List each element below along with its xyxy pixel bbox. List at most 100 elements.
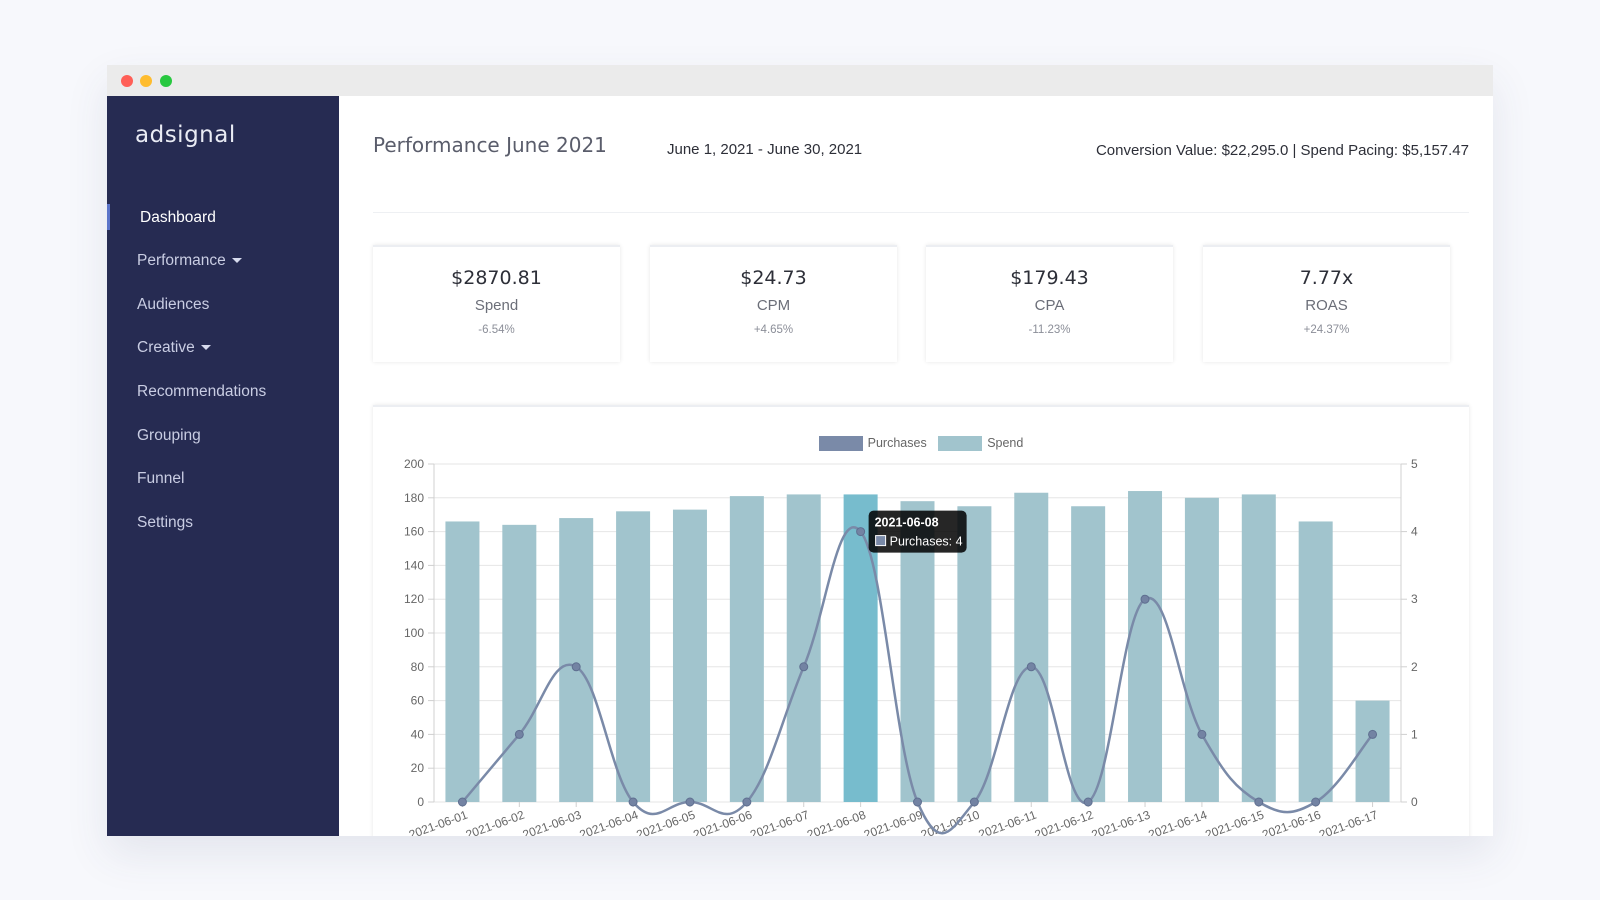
kpi-label: ROAS (1305, 297, 1348, 314)
spend-bar[interactable] (1298, 521, 1333, 802)
spend-bar[interactable] (1184, 497, 1219, 802)
caret-down-icon (200, 345, 211, 351)
y-left-tick-label: 80 (411, 660, 425, 674)
spend-bar[interactable] (616, 511, 651, 802)
performance-chart-card: Purchases Spend 0 20 40 60 80 100 120 140 160 180… (373, 405, 1469, 836)
y-left-tick-label: 120 (404, 592, 424, 606)
y-right-tick-label: 4 (1411, 525, 1418, 539)
sidebar-item-grouping[interactable]: Grouping (137, 427, 201, 445)
spend-bar[interactable] (1014, 492, 1049, 802)
kpi-label: CPA (1034, 297, 1065, 314)
sidebar-item-label: Settings (137, 514, 194, 531)
sidebar-item-performance[interactable]: Performance (137, 252, 242, 270)
purchases-point[interactable] (1026, 662, 1036, 672)
active-indicator (107, 204, 110, 230)
spend-bar[interactable] (729, 496, 764, 802)
y-left-tick-label: 60 (411, 694, 425, 708)
purchases-point[interactable] (1140, 594, 1150, 604)
sidebar-item-label: Grouping (137, 427, 201, 444)
purchases-point[interactable] (571, 662, 581, 672)
page-title: Performance June 2021 (373, 133, 607, 157)
purchases-point[interactable] (856, 527, 866, 537)
sidebar-item-label: Recommendations (137, 383, 267, 400)
purchases-point[interactable] (913, 797, 922, 807)
purchases-point[interactable] (514, 729, 524, 739)
legend-item-purchases[interactable]: Purchases (818, 436, 927, 452)
kpi-value: $179.43 (1010, 267, 1089, 289)
sidebar-item-settings[interactable]: Settings (137, 514, 193, 532)
spend-bar[interactable] (445, 521, 480, 802)
y-left-tick-label: 40 (411, 727, 425, 741)
spend-bar[interactable] (1241, 494, 1276, 802)
kpi-change: +4.65% (753, 324, 794, 336)
close-window-button[interactable] (121, 75, 133, 87)
x-tick-label: 2021-06-14 (1146, 808, 1209, 836)
purchases-point[interactable] (457, 797, 467, 807)
purchases-point[interactable] (1254, 797, 1264, 807)
kpi-card-cpm: $24.73 CPM +4.65% (650, 245, 897, 362)
y-right-tick-label: 5 (1411, 457, 1418, 471)
tooltip-swatch (875, 535, 887, 547)
legend-label: Purchases (867, 436, 927, 450)
purchases-point[interactable] (969, 797, 979, 807)
spend-bar[interactable] (957, 506, 992, 802)
kpi-value: $24.73 (740, 267, 807, 289)
x-tick-label: 2021-06-04 (578, 808, 641, 836)
spend-bar[interactable] (672, 509, 707, 802)
x-tick-label: 2021-06-13 (1090, 808, 1153, 836)
spend-bar[interactable] (786, 494, 821, 802)
sidebar-item-audiences[interactable]: Audiences (137, 296, 209, 314)
app-logo[interactable]: adsignal (135, 122, 236, 148)
date-range-picker[interactable]: June 1, 2021 - June 30, 2021 (667, 141, 863, 158)
chart-legend: Purchases Spend (373, 436, 1469, 452)
spend-bar[interactable] (502, 524, 537, 802)
purchases-point[interactable] (1368, 729, 1378, 739)
kpi-change: +24.37% (1303, 324, 1350, 336)
spend-bar[interactable] (559, 518, 594, 802)
purchases-point[interactable] (742, 797, 752, 807)
kpi-value: $2870.81 (451, 267, 542, 289)
purchases-point[interactable] (799, 662, 809, 672)
main-content: Performance June 2021 June 1, 2021 - Jun… (339, 96, 1493, 836)
x-tick-label: 2021-06-17 (1317, 808, 1380, 836)
minimize-window-button[interactable] (140, 75, 152, 87)
maximize-window-button[interactable] (160, 75, 172, 87)
header-divider (373, 212, 1469, 213)
purchases-point[interactable] (685, 797, 695, 807)
legend-item-spend[interactable]: Spend (938, 436, 1023, 452)
sidebar-item-recommendations[interactable]: Recommendations (137, 383, 266, 401)
app-window: adsignal Dashboard Performance Audiences… (107, 65, 1493, 836)
sidebar-item-label: Creative (137, 339, 195, 356)
window-titlebar (107, 65, 1493, 96)
sidebar: adsignal Dashboard Performance Audiences… (107, 96, 339, 836)
sidebar-item-funnel[interactable]: Funnel (137, 470, 184, 488)
y-right-tick-label: 0 (1411, 795, 1418, 809)
sidebar-item-label: Funnel (137, 470, 185, 487)
purchases-point[interactable] (628, 797, 638, 807)
kpi-card-roas: 7.77x ROAS +24.37% (1203, 245, 1450, 362)
x-tick-label: 2021-06-06 (691, 808, 754, 836)
kpi-card-spend: $2870.81 Spend -6.54% (373, 245, 620, 362)
y-left-tick-label: 180 (404, 491, 424, 505)
x-tick-label: 2021-06-03 (521, 808, 584, 836)
sidebar-item-dashboard[interactable]: Dashboard (140, 209, 216, 227)
kpi-label: CPM (756, 297, 791, 314)
purchases-point[interactable] (1083, 797, 1093, 807)
kpi-card-cpa: $179.43 CPA -11.23% (926, 245, 1173, 362)
summary-text: Conversion Value: $22,295.0 | Spend Paci… (1095, 142, 1469, 159)
x-tick-label: 2021-06-01 (407, 808, 470, 836)
y-left-tick-label: 140 (404, 558, 424, 572)
purchases-point[interactable] (1197, 729, 1207, 739)
spend-bar[interactable] (1128, 491, 1163, 802)
y-left-tick-label: 0 (417, 795, 424, 809)
purchases-point[interactable] (1311, 797, 1321, 807)
performance-chart: 0 20 40 60 80 100 120 140 160 180 200 0 1 2 3 4 5 2021-06… (404, 457, 1418, 836)
sidebar-item-label: Audiences (137, 296, 210, 313)
spend-bar[interactable] (1071, 506, 1106, 802)
sidebar-item-creative[interactable]: Creative (137, 339, 211, 357)
x-tick-label: 2021-06-02 (464, 808, 527, 836)
x-tick-label: 2021-06-07 (748, 808, 811, 836)
chart-tooltip (868, 510, 967, 553)
y-left-tick-label: 100 (404, 626, 424, 640)
caret-down-icon (231, 258, 242, 264)
